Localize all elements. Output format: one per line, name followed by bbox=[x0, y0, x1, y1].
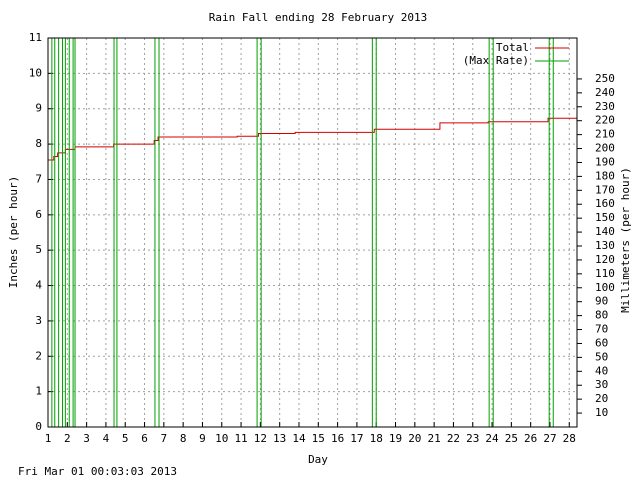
x-tick-label: 24 bbox=[485, 432, 499, 445]
y2-tick-label: 40 bbox=[595, 364, 608, 377]
x-tick-label: 4 bbox=[103, 432, 110, 445]
x-tick-label: 2 bbox=[64, 432, 71, 445]
y2-tick-label: 200 bbox=[595, 142, 615, 155]
y2-tick-label: 90 bbox=[595, 295, 608, 308]
y-axis-label: Inches (per hour) bbox=[7, 176, 20, 289]
y2-tick-label: 130 bbox=[595, 239, 615, 252]
y2-tick-label: 190 bbox=[595, 155, 615, 168]
x-tick-label: 19 bbox=[389, 432, 402, 445]
x-tick-label: 12 bbox=[254, 432, 267, 445]
y2-tick-label: 140 bbox=[595, 225, 615, 238]
y2-tick-label: 120 bbox=[595, 253, 615, 266]
x-tick-label: 11 bbox=[234, 432, 247, 445]
x-tick-label: 26 bbox=[524, 432, 537, 445]
y2-tick-label: 30 bbox=[595, 378, 608, 391]
y2-tick-label: 250 bbox=[595, 72, 615, 85]
x-tick-label: 6 bbox=[141, 432, 148, 445]
y2-tick-label: 240 bbox=[595, 86, 615, 99]
x-tick-label: 27 bbox=[543, 432, 556, 445]
y2-tick-label: 110 bbox=[595, 267, 615, 280]
y2-tick-label: 230 bbox=[595, 100, 615, 113]
y2-tick-label: 100 bbox=[595, 281, 615, 294]
x-tick-label: 28 bbox=[563, 432, 576, 445]
series-line bbox=[48, 117, 577, 161]
legend-label: Total bbox=[496, 41, 529, 54]
y-tick-label: 9 bbox=[35, 102, 42, 115]
x-tick-label: 9 bbox=[199, 432, 206, 445]
y-tick-label: 1 bbox=[35, 385, 42, 398]
x-tick-label: 22 bbox=[447, 432, 460, 445]
y-tick-label: 6 bbox=[35, 208, 42, 221]
x-tick-label: 25 bbox=[505, 432, 518, 445]
legend-label: (Max Rate) bbox=[463, 54, 529, 67]
y-tick-label: 0 bbox=[35, 420, 42, 433]
y2-tick-label: 10 bbox=[595, 406, 608, 419]
timestamp: Fri Mar 01 00:03:03 2013 bbox=[18, 465, 177, 478]
x-tick-label: 18 bbox=[370, 432, 383, 445]
y-tick-label: 4 bbox=[35, 279, 42, 292]
x-tick-label: 17 bbox=[350, 432, 363, 445]
y-tick-label: 3 bbox=[35, 314, 42, 327]
x-tick-label: 8 bbox=[180, 432, 187, 445]
x-axis-label: Day bbox=[308, 453, 328, 466]
y2-tick-label: 20 bbox=[595, 392, 608, 405]
y2-tick-label: 160 bbox=[595, 197, 615, 210]
x-tick-label: 13 bbox=[273, 432, 286, 445]
y-tick-label: 11 bbox=[29, 31, 42, 44]
x-tick-label: 15 bbox=[312, 432, 325, 445]
x-tick-label: 23 bbox=[466, 432, 479, 445]
x-tick-label: 7 bbox=[161, 432, 168, 445]
y2-tick-label: 60 bbox=[595, 336, 608, 349]
y2-tick-label: 180 bbox=[595, 169, 615, 182]
y2-tick-label: 220 bbox=[595, 114, 615, 127]
x-tick-label: 10 bbox=[215, 432, 228, 445]
plot-series bbox=[48, 38, 577, 427]
y2-tick-label: 80 bbox=[595, 309, 608, 322]
x-tick-label: 1 bbox=[45, 432, 52, 445]
y2-tick-label: 70 bbox=[595, 323, 608, 336]
x-tick-label: 14 bbox=[292, 432, 306, 445]
y-tick-label: 5 bbox=[35, 243, 42, 256]
plot-frame bbox=[47, 37, 578, 428]
y2-tick-label: 150 bbox=[595, 211, 615, 224]
y-tick-label: 8 bbox=[35, 137, 42, 150]
y-tick-label: 2 bbox=[35, 349, 42, 362]
y-tick-label: 7 bbox=[35, 172, 42, 185]
y-tick-label: 10 bbox=[29, 66, 42, 79]
y2-tick-label: 170 bbox=[595, 183, 615, 196]
chart-title: Rain Fall ending 28 February 2013 bbox=[209, 11, 428, 24]
x-tick-label: 5 bbox=[122, 432, 129, 445]
x-tick-label: 21 bbox=[428, 432, 441, 445]
y2-tick-label: 210 bbox=[595, 128, 615, 141]
x-tick-label: 3 bbox=[83, 432, 90, 445]
series-line bbox=[48, 38, 577, 427]
y2-axis-label: Millimeters (per hour) bbox=[619, 167, 632, 313]
y2-tick-label: 50 bbox=[595, 350, 608, 363]
x-tick-label: 16 bbox=[331, 432, 344, 445]
x-tick-label: 20 bbox=[408, 432, 421, 445]
